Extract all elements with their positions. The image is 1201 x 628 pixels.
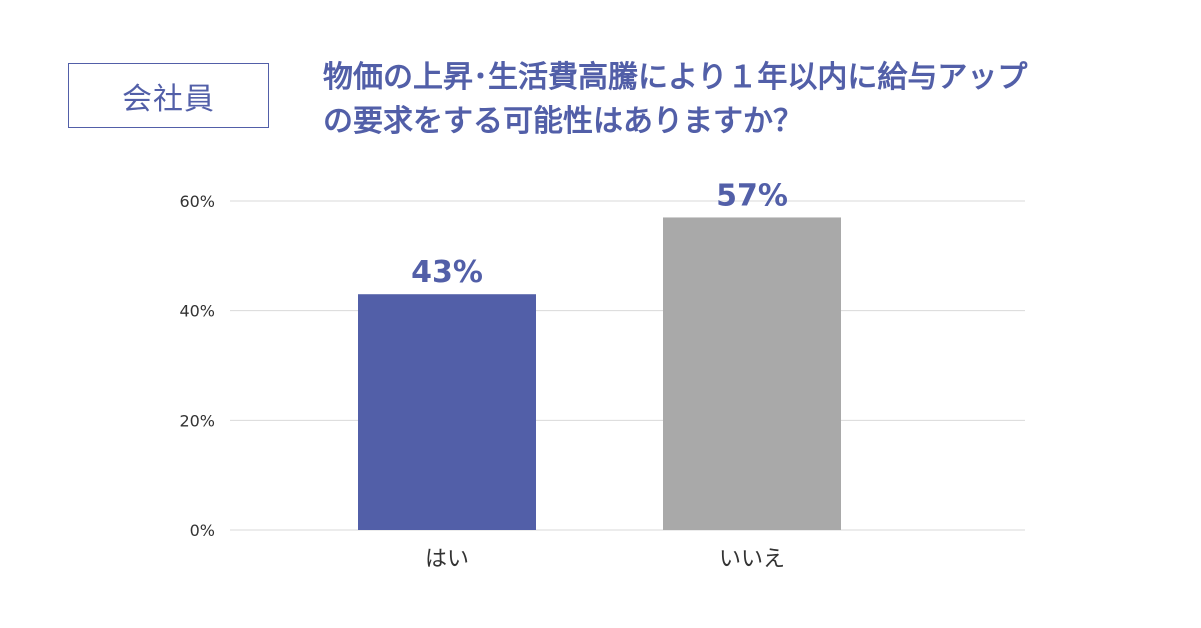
y-tick-label: 60% (179, 192, 215, 211)
respondent-badge-label: 会社員 (122, 81, 215, 117)
chart-title: 物価の上昇･生活費高騰により１年以内に給与アップ の要求をする可能性はありますか… (323, 56, 1183, 144)
y-tick-label: 40% (179, 302, 215, 321)
respondent-badge: 会社員 (68, 63, 269, 128)
bar (663, 217, 841, 530)
data-label: 57% (716, 178, 788, 213)
bar (358, 294, 536, 530)
chart-title-line-2: の要求をする可能性はありますか？ (323, 104, 803, 139)
chart-title-line-1: 物価の上昇･生活費高騰により１年以内に給与アップ (323, 60, 1028, 95)
y-tick-label: 20% (179, 411, 215, 430)
x-category-label: いいえ (719, 547, 785, 572)
y-tick-label: 0% (190, 521, 215, 540)
data-label: 43% (411, 255, 483, 290)
x-category-label: はい (425, 547, 469, 572)
